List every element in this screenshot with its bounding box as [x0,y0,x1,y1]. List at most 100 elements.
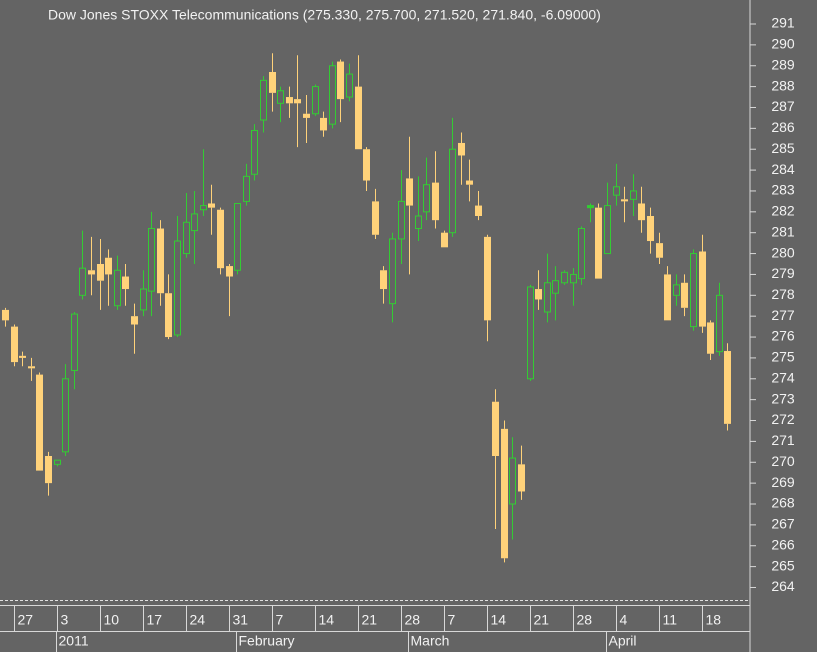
candle-body [355,86,362,150]
candle-body [183,221,190,255]
candle-body [423,184,430,213]
y-tick-label: 282 [771,203,795,219]
x-tick-label: 21 [534,612,550,628]
x-tick-label: 10 [104,612,120,628]
candle-body [664,274,671,321]
candle-body [647,216,654,242]
candle-body [165,293,172,338]
y-tick-label: 271 [771,432,795,448]
y-tick-label: 285 [771,140,795,156]
y-tick-label: 284 [771,161,795,177]
x-tick-label: 11 [663,612,678,628]
month-label: 2011 [59,633,89,649]
candle-body [518,464,525,492]
y-tick-label: 269 [771,474,795,490]
candle-body [54,459,61,465]
y-tick-label: 288 [771,77,795,93]
x-tick-label: 24 [190,612,206,628]
candle-body [561,271,568,284]
x-tick-label: 18 [706,612,722,628]
x-tick-label: 4 [620,612,628,628]
candle-body [441,232,448,248]
month-label: February [239,633,295,649]
candle-body [363,149,370,181]
x-tick-label: 3 [61,612,69,628]
month-label: April [609,633,637,649]
y-tick-label: 281 [771,223,795,239]
candle-body [62,378,69,453]
candle-body [406,178,413,206]
candle-body [656,243,663,258]
candle-body [208,203,215,208]
chart-title: Dow Jones STOXX Telecommunications (275.… [48,7,601,23]
candle-body [320,117,327,131]
candle-body [372,201,379,235]
candle-body [114,269,121,307]
candle-body [621,199,628,202]
candle-body [277,90,284,104]
candle-body [535,289,542,300]
candle-body [492,401,499,456]
candle-body [415,215,422,230]
candle-body [613,186,620,196]
candle-body [587,205,594,209]
x-tick-label: 31 [233,612,249,628]
candle-body [191,213,198,232]
x-tick-label: 14 [491,612,507,628]
candle-body [380,270,387,290]
y-tick-label: 286 [771,119,795,135]
candle-body [79,267,86,296]
candle-body [389,238,396,305]
y-tick-label: 267 [771,516,795,532]
x-tick-label: 28 [577,612,593,628]
candle-body [122,276,129,290]
candle-body [509,457,516,505]
candle-body [527,286,534,380]
y-tick-label: 278 [771,286,795,302]
candle-body [28,366,35,369]
y-tick-label: 272 [771,411,795,427]
candle-body [251,129,258,175]
y-tick-label: 276 [771,328,795,344]
candle-body [595,207,602,279]
candle-body [312,86,319,115]
y-tick-label: 274 [771,369,795,385]
candle-body [140,288,147,311]
candle-body [243,175,250,202]
x-tick-label: 28 [405,612,421,628]
x-tick-label: 7 [276,612,284,628]
candle-body [552,280,559,294]
x-tick-label: 14 [319,612,335,628]
candle-body [148,228,155,292]
candle-body [673,284,680,296]
y-tick-label: 268 [771,495,795,511]
candle-body [337,61,344,100]
candle-body [484,236,491,321]
y-tick-label: 289 [771,56,795,72]
y-tick-label: 273 [771,390,795,406]
y-tick-label: 291 [771,15,795,31]
y-tick-label: 266 [771,536,795,552]
y-tick-label: 277 [771,307,795,323]
candle-body [71,313,78,371]
candle-body [449,148,456,234]
candle-body [269,72,276,93]
candle-body [88,270,95,275]
candle-body [690,253,697,328]
candle-body [286,97,293,104]
candle-body [630,190,637,200]
candle-body [724,351,731,424]
candle-body [458,142,465,156]
candle-body [681,282,688,308]
candle-body [544,282,551,313]
candle-body [303,113,310,118]
candle-body [699,251,706,327]
candle-body [466,180,473,185]
candle-body [97,264,104,281]
candle-body [19,355,26,358]
candle-body [716,294,723,353]
y-tick-label: 280 [771,244,795,260]
candle-body [570,273,577,284]
candle-body [2,309,9,321]
